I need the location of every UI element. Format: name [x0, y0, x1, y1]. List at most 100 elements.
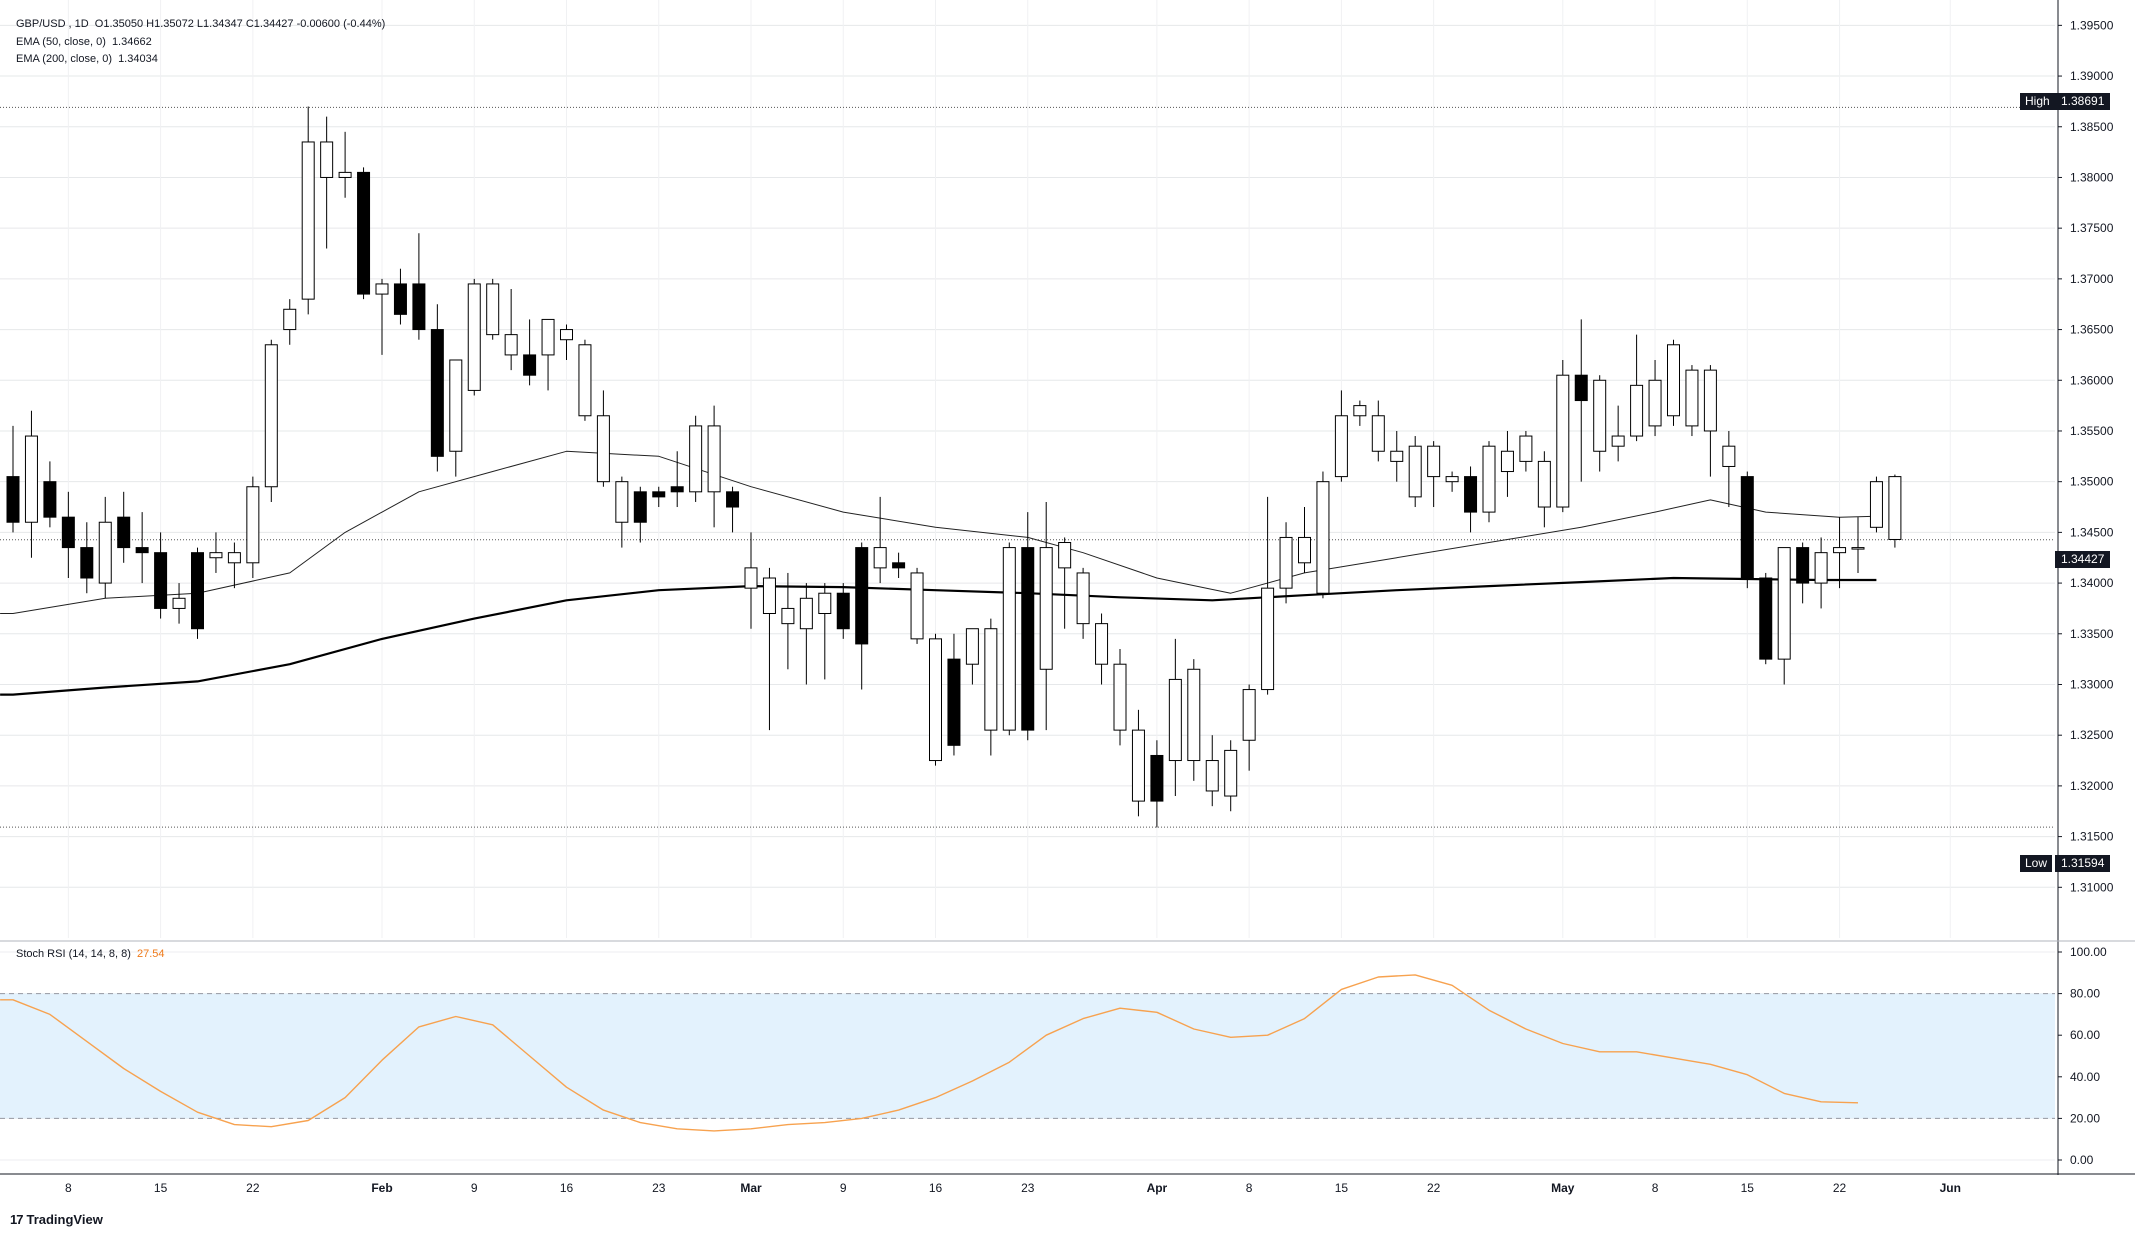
candle-body-down — [855, 547, 869, 645]
candle — [1427, 441, 1441, 508]
ema-200-path — [0, 576, 1877, 696]
candle-body-up — [1869, 481, 1883, 528]
candle-body-down — [1796, 547, 1810, 584]
candle — [1482, 441, 1496, 523]
candle-body-up — [1851, 547, 1865, 550]
candle-body-up — [338, 171, 352, 178]
candle — [449, 359, 463, 477]
candle-body-down — [1759, 577, 1773, 660]
tradingview-brand[interactable]: 17 TradingView — [10, 1212, 103, 1227]
candle-body-down — [393, 283, 407, 315]
candle-body-up — [762, 577, 776, 615]
candle-body-up — [689, 425, 703, 493]
candle — [1150, 740, 1164, 828]
candle-body-down — [357, 171, 371, 295]
price-tick-label: 1.35000 — [2070, 475, 2114, 489]
candle — [1685, 365, 1699, 437]
candle-body-up — [1261, 587, 1275, 691]
candle — [154, 532, 168, 619]
candle — [670, 451, 684, 508]
candle-body-up — [1058, 542, 1072, 569]
candle — [1648, 359, 1662, 437]
candle-body-down — [61, 516, 75, 549]
candle-body-up — [1039, 547, 1053, 670]
candle-body-up — [1482, 445, 1496, 513]
time-tick-label: 22 — [246, 1181, 260, 1195]
low-value: 1.31594 — [2055, 855, 2111, 872]
candle-body-down — [154, 552, 168, 609]
candle-body-down — [117, 516, 131, 549]
candle — [560, 324, 573, 360]
axes — [0, 0, 2135, 1175]
candle — [467, 278, 481, 396]
candle — [596, 390, 610, 487]
time-tick-label: Feb — [371, 1181, 392, 1195]
candle — [965, 628, 979, 685]
rsi-tick-label: 100.00 — [2070, 945, 2107, 959]
price-tick-label: 1.35500 — [2070, 424, 2114, 438]
candle — [984, 618, 998, 756]
candle-body-down — [1150, 754, 1164, 802]
candle — [209, 532, 223, 573]
stoch-rsi-line — [0, 974, 1859, 1132]
candle — [726, 486, 740, 533]
candle-body-up — [1279, 536, 1293, 589]
stoch-rsi-path — [0, 974, 1859, 1132]
candle-body-up — [1722, 445, 1736, 467]
candle — [338, 131, 352, 198]
candle — [1667, 339, 1680, 426]
price-tick-label: 1.33500 — [2070, 627, 2114, 641]
candle — [1574, 319, 1588, 482]
last-price-tag: 1.34427 — [2055, 551, 2111, 568]
time-tick-label: 23 — [1021, 1181, 1035, 1195]
candle-body-up — [1777, 547, 1791, 660]
candle — [541, 318, 555, 391]
candle-body-up — [1630, 384, 1644, 437]
candle — [191, 547, 204, 639]
candle — [264, 339, 278, 502]
candle — [246, 476, 260, 579]
candle-body-down — [191, 552, 204, 630]
candle — [1777, 547, 1791, 685]
candle-body-down — [1464, 476, 1478, 513]
rsi-axis-ticks[interactable]: 100.00 80.00 60.00 40.00 20.00 0.00 — [2058, 945, 2107, 1167]
candle — [1722, 430, 1736, 508]
price-tick-label: 1.31000 — [2070, 880, 2114, 894]
legend-ema200-value: 1.34034 — [118, 53, 158, 65]
time-tick-label: 8 — [1246, 1181, 1253, 1195]
legend-ema200-label: EMA (200, close, 0) — [16, 53, 112, 65]
candle-body-up — [1113, 663, 1127, 731]
candle-body-down — [43, 481, 57, 518]
price-tick-label: 1.37500 — [2070, 221, 2114, 235]
high-value: 1.38691 — [2055, 93, 2111, 110]
legend-main: GBP/USD, 1D O1.35050 H1.35072 L1.34347 C… — [16, 18, 386, 30]
candle — [1611, 405, 1625, 462]
time-tick-label: 15 — [154, 1181, 168, 1195]
candle — [172, 583, 186, 624]
candle-body-up — [227, 552, 241, 564]
candle — [6, 425, 20, 533]
candle — [836, 583, 850, 639]
candle — [689, 415, 703, 502]
candle — [873, 496, 887, 584]
rsi-tick-label: 80.00 — [2070, 987, 2100, 1001]
candles — [6, 106, 1902, 828]
price-tick-label: 1.37000 — [2070, 272, 2114, 286]
candle — [1833, 517, 1847, 589]
legend-rsi: Stoch RSI (14, 14, 8, 8) 27.54 — [16, 948, 168, 960]
candle-body-up — [615, 481, 629, 523]
price-tick-label: 1.39000 — [2070, 69, 2114, 83]
time-axis-ticks[interactable]: 8 15 22 Feb 9 16 23 Mar 9 16 23 Apr 8 15 22 May 8 15 22 Jun — [65, 1181, 1961, 1195]
price-axis-ticks[interactable]: 1.39500 1.39000 1.38500 1.38000 1.37500 1.370… — [2058, 18, 2114, 894]
time-tick-label: 22 — [1427, 1181, 1441, 1195]
price-tick-label: 1.38000 — [2070, 170, 2114, 184]
candle-body-up — [1131, 729, 1145, 802]
time-tick-label: Apr — [1147, 1181, 1168, 1195]
candle — [117, 491, 131, 563]
candle — [1131, 709, 1145, 817]
candle-body-down — [1574, 374, 1588, 402]
rsi-tick-label: 40.00 — [2070, 1070, 2100, 1084]
candle-body-up — [1500, 450, 1514, 473]
candle-body-up — [449, 359, 463, 452]
